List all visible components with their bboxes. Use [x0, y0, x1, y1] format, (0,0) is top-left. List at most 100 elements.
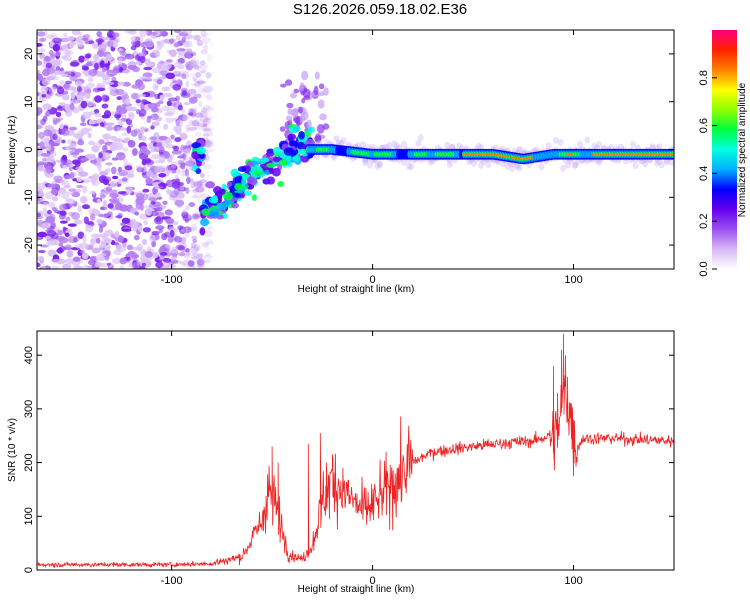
spectrogram-noise-blob — [199, 80, 207, 84]
spectrogram-noise-blob — [178, 260, 183, 265]
spectrogram-halo-blob — [408, 163, 415, 171]
spectrogram-noise-blob — [109, 181, 118, 188]
spectrogram-noise-blob — [119, 50, 127, 56]
spectrogram-noise-blob — [182, 114, 188, 118]
spectrogram-noise-blob — [184, 232, 190, 238]
spectrogram-noise-blob — [183, 101, 191, 106]
spectrogram-noise-blob — [173, 221, 179, 226]
spectrogram-streak-blob — [314, 133, 322, 144]
colorbar: 0.0 0.2 0.4 0.6 0.8 Normalized spectral ampl… — [698, 30, 748, 277]
spectrogram-noise-blob — [194, 112, 204, 118]
spectrogram-noise-blob — [58, 242, 63, 247]
spectrogram-noise-blob — [193, 72, 203, 77]
spectrogram-noise-blob — [50, 188, 59, 195]
spectrogram-noise-blob — [161, 61, 172, 70]
spectrogram-streak-blob — [303, 95, 311, 101]
snr-background — [37, 331, 674, 570]
spectrogram-noise-blob — [196, 180, 204, 187]
spectrogram-noise-blob — [76, 189, 82, 193]
spectrogram-halo-blob — [393, 142, 400, 150]
spectrogram-noise-blob — [139, 145, 148, 154]
spectrogram-halo-blob — [376, 160, 383, 168]
spectrogram-noise-blob — [50, 265, 61, 269]
spectrogram-noise-blob — [158, 135, 168, 141]
spectrogram-noise-blob — [125, 253, 131, 260]
spectrogram-xtick-label: -100 — [161, 274, 183, 286]
spectrogram-halo-blob — [516, 164, 523, 172]
spectrogram-noise-blob — [96, 118, 102, 124]
spectrogram-halo-blob — [509, 165, 516, 172]
spectrogram-noise-blob — [69, 126, 78, 131]
spectrogram-noise-blob — [188, 202, 196, 207]
spectrogram-noise-blob — [89, 119, 99, 125]
spectrogram-ridge-blob — [234, 183, 244, 191]
spectrogram-halo-blob — [475, 142, 482, 150]
spectrogram-noise-blob — [201, 124, 211, 133]
spectrogram-noise-blob — [155, 225, 165, 230]
spectrogram-noise-blob — [101, 66, 107, 73]
spectrogram-noise-blob — [61, 44, 68, 49]
spectrogram-noise-blob — [145, 158, 152, 164]
colorbar-tick-label: 0.0 — [698, 261, 710, 276]
spectrogram-noise-blob — [190, 73, 196, 78]
spectrogram-noise-blob — [79, 91, 86, 96]
spectrogram-xtick-label: 100 — [564, 274, 582, 286]
spectrogram-noise-blob — [202, 124, 207, 132]
spectrogram-noise-blob — [83, 92, 91, 99]
spectrogram-noise-blob — [37, 262, 41, 268]
spectrogram-noise-blob — [99, 60, 105, 68]
spectrogram-noise-blob — [98, 175, 107, 184]
spectrogram-noise-blob — [141, 135, 147, 141]
spectrogram-noise-blob — [76, 177, 83, 182]
spectrogram-ridge-blob — [251, 194, 257, 202]
spectrogram-noise-blob — [158, 145, 165, 153]
spectrogram-noise-blob — [151, 146, 160, 150]
spectrogram-noise-blob — [82, 185, 88, 194]
spectrogram-noise-blob — [45, 147, 51, 151]
spectrogram-noise-blob — [201, 242, 209, 248]
spectrogram-halo-blob — [400, 140, 407, 148]
spectrogram-ridge-blob — [278, 159, 288, 166]
spectrogram-halo-blob — [449, 143, 456, 151]
spectrogram-noise-blob — [202, 133, 210, 137]
spectrogram-noise-blob — [208, 130, 213, 137]
spectrogram-noise-blob — [131, 66, 141, 73]
spectrogram-noise-blob — [204, 230, 213, 238]
spectrogram-noise-blob — [187, 260, 195, 267]
spectrogram-noise-blob — [199, 179, 207, 184]
spectrogram-noise-blob — [181, 149, 190, 155]
spectrogram-noise-blob — [206, 170, 211, 179]
spectrogram-marks — [37, 30, 674, 269]
spectrogram-noise-blob — [159, 39, 165, 45]
spectrogram-noise-blob — [108, 92, 118, 96]
spectrogram-noise-blob — [45, 236, 51, 240]
spectrogram-noise-blob — [159, 155, 166, 164]
spectrogram-noise-blob — [71, 159, 80, 165]
spectrogram-noise-blob — [151, 67, 160, 74]
spectrogram-noise-blob — [197, 78, 204, 83]
spectrogram-ridge-blob — [290, 125, 301, 133]
spectrogram-noise-blob — [183, 30, 193, 35]
spectrogram-streak-blob — [313, 85, 319, 95]
snr-frame — [36, 330, 675, 571]
spectrogram-noise-blob — [171, 180, 181, 189]
spectrogram-noise-blob — [190, 58, 200, 67]
spectrogram-noise-blob — [204, 139, 214, 144]
snr-xlabel: Height of straight line (km) — [298, 584, 415, 595]
spectrogram-noise-blob — [120, 222, 126, 226]
spectrogram-noise-blob — [180, 87, 188, 94]
spectrogram-noise-blob — [162, 205, 167, 209]
spectrogram-noise-blob — [64, 258, 75, 265]
spectrogram-noise-blob — [205, 139, 211, 147]
spectrogram-ridge-blob — [265, 151, 275, 157]
spectrogram-noise-blob — [82, 204, 90, 210]
spectrogram-noise-blob — [173, 235, 183, 243]
spectrogram-noise-blob — [82, 34, 91, 39]
spectrogram-noise-blob — [190, 215, 198, 220]
spectrogram-noise-blob — [144, 58, 152, 66]
spectrogram-halo-blob — [516, 147, 523, 155]
spectrogram-noise-blob — [206, 156, 211, 164]
spectrogram-noise-blob — [90, 241, 95, 247]
spectrogram-noise-blob — [37, 31, 46, 37]
